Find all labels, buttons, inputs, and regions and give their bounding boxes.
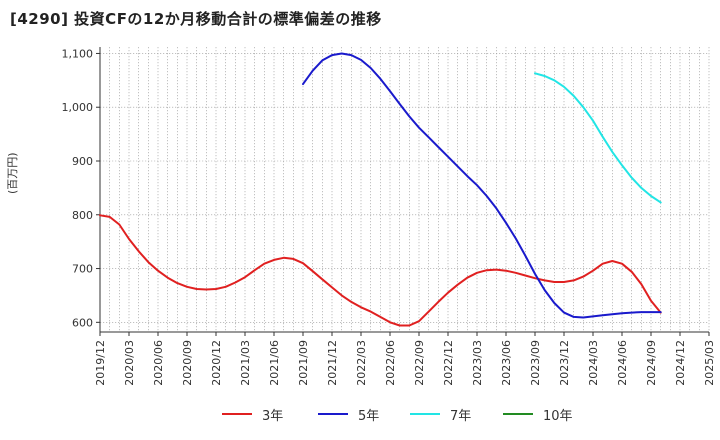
legend-swatch xyxy=(503,413,533,415)
legend-label: 3年 xyxy=(262,408,284,424)
x-tick-label: 2022/03 xyxy=(355,340,368,386)
x-tick-label: 2023/12 xyxy=(558,340,571,386)
x-tick-label: 2020/03 xyxy=(123,340,136,386)
legend-item: 7年 xyxy=(410,402,471,426)
legend-label: 10年 xyxy=(543,408,573,424)
x-tick-label: 2020/12 xyxy=(210,340,223,386)
x-tick-label: 2019/12 xyxy=(94,340,107,386)
legend-label: 7年 xyxy=(450,408,472,424)
x-tick-label: 2020/06 xyxy=(152,340,165,386)
line-chart: 600 700 800 900 1,000 1,100 2019/12 2020/03 2020… xyxy=(62,47,716,386)
chart-legend: 3年 5年 7年 10年 xyxy=(0,402,720,426)
legend-swatch xyxy=(222,413,252,415)
legend-item: 3年 xyxy=(222,402,283,426)
x-tick-label: 2021/12 xyxy=(326,340,339,386)
series-line-3年 xyxy=(99,214,662,327)
x-tick-label: 2025/03 xyxy=(703,340,716,386)
legend-item: 10年 xyxy=(503,402,573,426)
x-tick-label: 2021/09 xyxy=(297,340,310,386)
x-tick-label: 2022/12 xyxy=(442,340,455,386)
x-tick-label: 2024/03 xyxy=(587,340,600,386)
series-line-5年 xyxy=(302,52,662,319)
legend-item: 5年 xyxy=(318,402,379,426)
x-tick-label: 2022/06 xyxy=(384,340,397,386)
x-tick-label: 2024/09 xyxy=(645,340,658,386)
x-tick-label: 2021/06 xyxy=(268,340,281,386)
y-tick-label: 1,100 xyxy=(62,47,94,60)
legend-swatch xyxy=(318,413,348,415)
series-line-7年 xyxy=(534,72,662,204)
plot-area xyxy=(100,47,709,332)
legend-swatch xyxy=(410,413,440,415)
x-tick-label: 2020/09 xyxy=(181,340,194,386)
x-tick-label: 2023/03 xyxy=(471,340,484,386)
x-tick-label: 2024/12 xyxy=(674,340,687,386)
y-tick-label: 800 xyxy=(72,209,93,222)
x-tick-label: 2021/03 xyxy=(239,340,252,386)
y-tick-label: 900 xyxy=(72,155,93,168)
x-tick-label: 2024/06 xyxy=(616,340,629,386)
legend-label: 5年 xyxy=(358,408,380,424)
chart-title: [4290] 投資CFの12か月移動合計の標準偏差の推移 xyxy=(10,10,382,28)
y-tick-label: 1,000 xyxy=(62,101,94,114)
x-tick-label: 2022/09 xyxy=(413,340,426,386)
y-tick-label: 700 xyxy=(72,263,93,276)
y-tick-label: 600 xyxy=(72,316,93,329)
x-tick-label: 2023/06 xyxy=(500,340,513,386)
x-tick-label: 2023/09 xyxy=(529,340,542,386)
